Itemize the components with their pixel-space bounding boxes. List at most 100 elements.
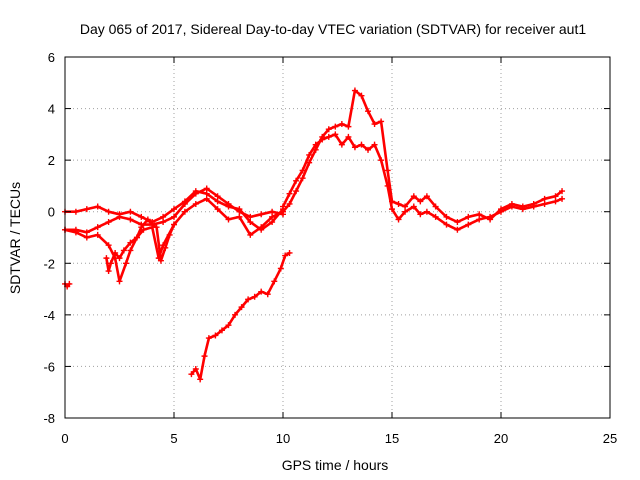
data-point xyxy=(83,206,90,213)
data-point xyxy=(465,221,472,228)
data-point xyxy=(325,133,332,140)
data-point xyxy=(269,219,276,226)
data-point xyxy=(83,229,90,236)
data-point xyxy=(286,200,293,207)
data-point xyxy=(258,211,265,218)
data-point xyxy=(552,198,559,205)
data-point xyxy=(192,366,199,373)
data-point xyxy=(236,206,243,213)
data-point xyxy=(181,198,188,205)
data-point xyxy=(245,296,252,303)
data-point xyxy=(105,268,112,275)
data-point xyxy=(112,249,119,256)
y-axis-label: SDTVAR / TECUs xyxy=(7,182,23,294)
x-tick-label: 10 xyxy=(276,431,290,446)
data-point xyxy=(417,211,424,218)
data-point xyxy=(487,213,494,220)
data-point xyxy=(144,216,151,223)
y-tick-label: 2 xyxy=(48,153,55,168)
data-point xyxy=(258,224,265,231)
data-point xyxy=(225,203,232,210)
data-point xyxy=(171,206,177,213)
data-point xyxy=(133,234,140,241)
data-point xyxy=(299,167,306,174)
data-point xyxy=(160,219,167,226)
data-series xyxy=(62,87,566,383)
data-point xyxy=(423,208,430,215)
data-point xyxy=(476,216,483,223)
series-line-arc-d xyxy=(105,218,176,273)
x-tick-label: 0 xyxy=(61,431,68,446)
data-point xyxy=(423,193,430,200)
data-point xyxy=(332,131,339,138)
data-point xyxy=(153,224,160,231)
data-point xyxy=(282,252,289,259)
data-point xyxy=(395,216,402,223)
data-point xyxy=(345,133,352,140)
data-point xyxy=(201,353,208,360)
data-point xyxy=(293,177,300,184)
data-point xyxy=(192,188,199,195)
data-point xyxy=(402,208,409,215)
data-point xyxy=(214,193,221,200)
data-point xyxy=(103,255,110,262)
data-point xyxy=(214,198,221,205)
data-point xyxy=(519,206,526,213)
data-point xyxy=(454,219,461,226)
x-tick-label: 20 xyxy=(494,431,508,446)
y-tick-label: -2 xyxy=(43,256,55,271)
data-point xyxy=(443,213,450,220)
data-point xyxy=(247,213,254,220)
data-point xyxy=(378,118,385,125)
series-line-arc-f xyxy=(281,89,564,224)
series-line-arc-g xyxy=(281,133,564,232)
data-point xyxy=(325,126,332,133)
data-point xyxy=(214,206,221,213)
data-point xyxy=(280,208,286,215)
data-point xyxy=(541,195,548,202)
data-point xyxy=(72,229,79,236)
data-point xyxy=(286,190,293,197)
data-point xyxy=(432,203,439,210)
data-point xyxy=(127,247,134,254)
data-point xyxy=(402,203,409,210)
data-point xyxy=(72,208,79,215)
data-point xyxy=(552,193,559,200)
data-point xyxy=(559,195,566,202)
data-point xyxy=(171,213,177,220)
data-point xyxy=(66,280,73,287)
data-point xyxy=(162,244,169,251)
data-point xyxy=(277,265,284,272)
data-point xyxy=(203,195,210,202)
y-tick-label: 4 xyxy=(48,102,55,117)
x-tick-label: 5 xyxy=(170,431,177,446)
data-point xyxy=(225,322,232,329)
data-point xyxy=(410,193,417,200)
data-point xyxy=(365,146,372,153)
data-point xyxy=(332,123,339,130)
data-point xyxy=(105,208,112,215)
data-point xyxy=(269,213,276,220)
data-point xyxy=(410,203,417,210)
data-point xyxy=(203,190,210,197)
data-point xyxy=(258,288,265,295)
data-point xyxy=(286,249,293,256)
y-tick-label: -4 xyxy=(43,308,55,323)
data-point xyxy=(417,198,424,205)
data-point xyxy=(498,208,504,215)
x-tick-label: 15 xyxy=(385,431,399,446)
x-axis-label: GPS time / hours xyxy=(282,457,389,473)
data-point xyxy=(319,136,326,143)
data-point xyxy=(203,185,210,192)
data-point xyxy=(116,211,123,218)
data-point xyxy=(264,291,271,298)
data-point xyxy=(138,224,145,231)
data-point xyxy=(530,203,537,210)
grid xyxy=(65,57,610,418)
data-point xyxy=(123,260,130,267)
data-point xyxy=(365,108,372,115)
data-point xyxy=(351,144,358,151)
y-tick-label: 6 xyxy=(48,50,55,65)
